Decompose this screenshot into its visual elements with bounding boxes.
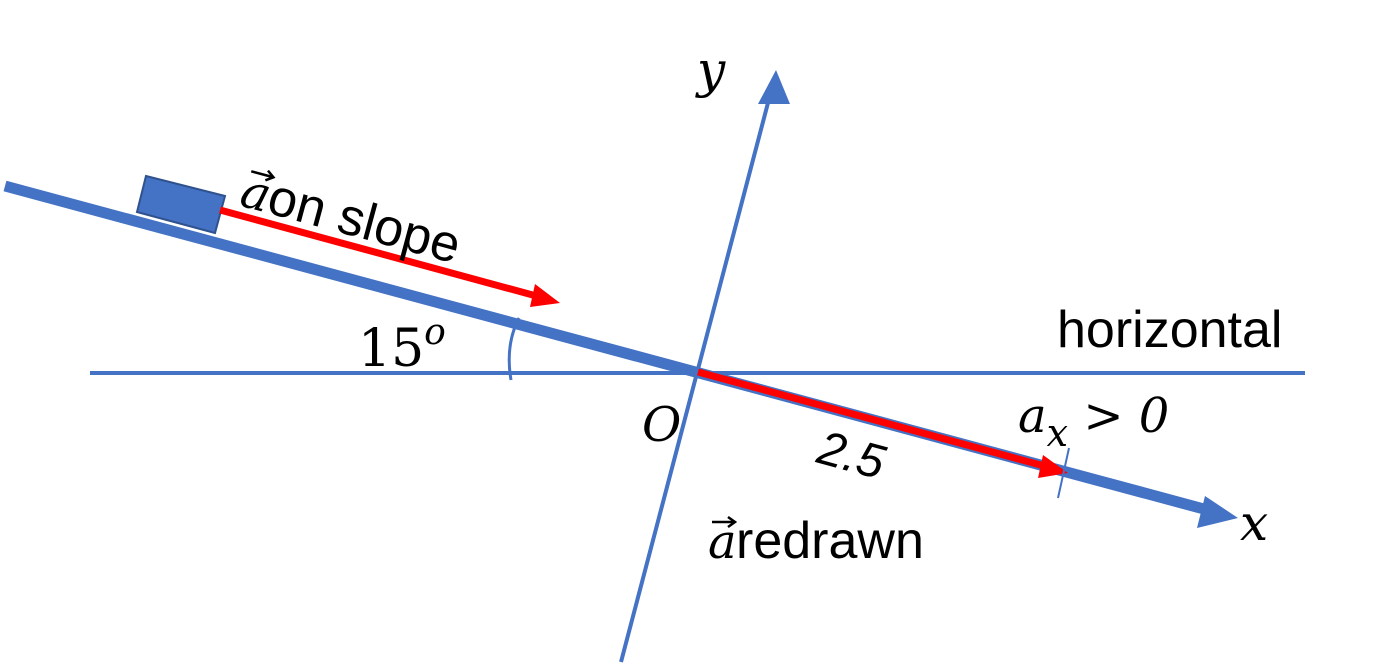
angle-label: 15o [358, 312, 446, 379]
component-base: a [1018, 388, 1047, 444]
vector-symbol-slope-overarrow [250, 169, 276, 182]
component-rest: > 0 [1068, 388, 1169, 444]
angle-unit: o [424, 312, 446, 353]
angle-arc [507, 317, 521, 381]
component-label: ax > 0 [1018, 388, 1169, 455]
horizontal-label: horizontal [1057, 301, 1282, 359]
block [135, 174, 227, 235]
vector-redrawn-text: redrawn [736, 512, 924, 570]
y-axis-arrowhead [758, 70, 790, 104]
vector-on-slope [219, 206, 541, 301]
tick-mark [1057, 447, 1070, 499]
angle-value: 15 [358, 319, 424, 379]
y-axis-label: y [695, 41, 726, 99]
x-axis-arrowhead [1197, 496, 1238, 528]
x-axis-label: x [1240, 494, 1268, 552]
vector-on-slope-arrowhead [530, 284, 560, 307]
magnitude-label: 2.5 [811, 421, 890, 490]
vector-redrawn-arrowhead [1038, 455, 1068, 478]
vector-redrawn-label: a redrawn [708, 512, 924, 570]
origin-label: O [642, 397, 681, 453]
vector-redrawn [697, 368, 1049, 471]
component-sub: x [1047, 411, 1068, 455]
vector-symbol-redrawn-overarrow [712, 515, 738, 529]
